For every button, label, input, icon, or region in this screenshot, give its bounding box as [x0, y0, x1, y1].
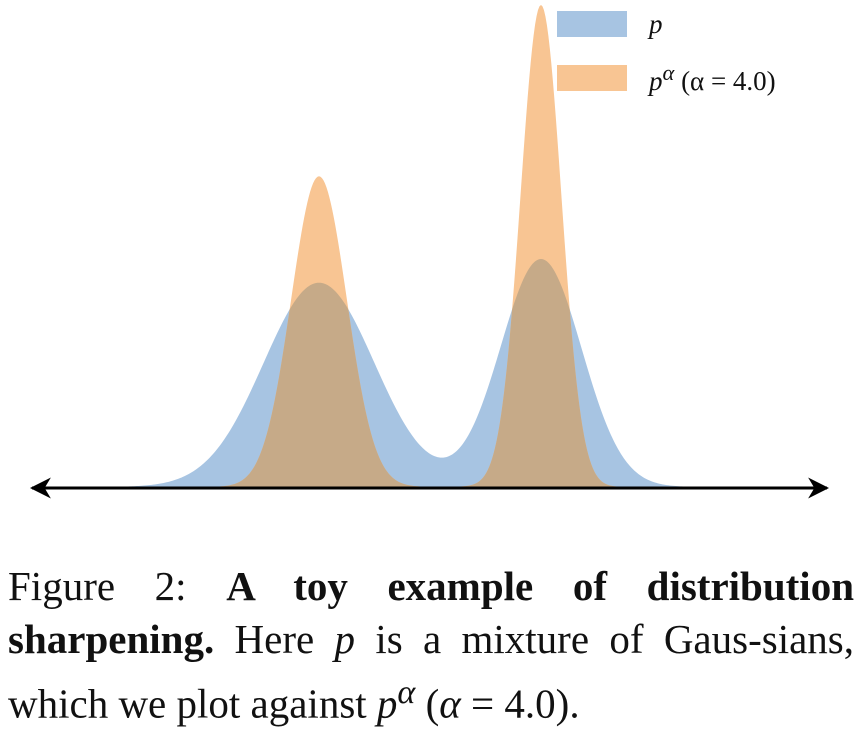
- series-p-area: [60, 259, 800, 487]
- legend-swatch-p-alpha: [557, 65, 627, 91]
- legend-label-p-alpha: pα (α = 4.0): [649, 59, 776, 96]
- density-plot: [29, 5, 830, 499]
- figure-caption: Figure 2: A toy example of distribution …: [8, 563, 854, 727]
- legend-item-p: p: [557, 4, 776, 44]
- legend-item-p-alpha: pα (α = 4.0): [557, 58, 776, 98]
- legend-label-p: p: [649, 8, 663, 39]
- legend-swatch-p: [557, 11, 627, 37]
- caption-label: Figure 2:: [8, 563, 227, 609]
- caption-bold-title: A toy example of distribution sharpening…: [8, 563, 854, 662]
- legend: p pα (α = 4.0): [557, 4, 776, 112]
